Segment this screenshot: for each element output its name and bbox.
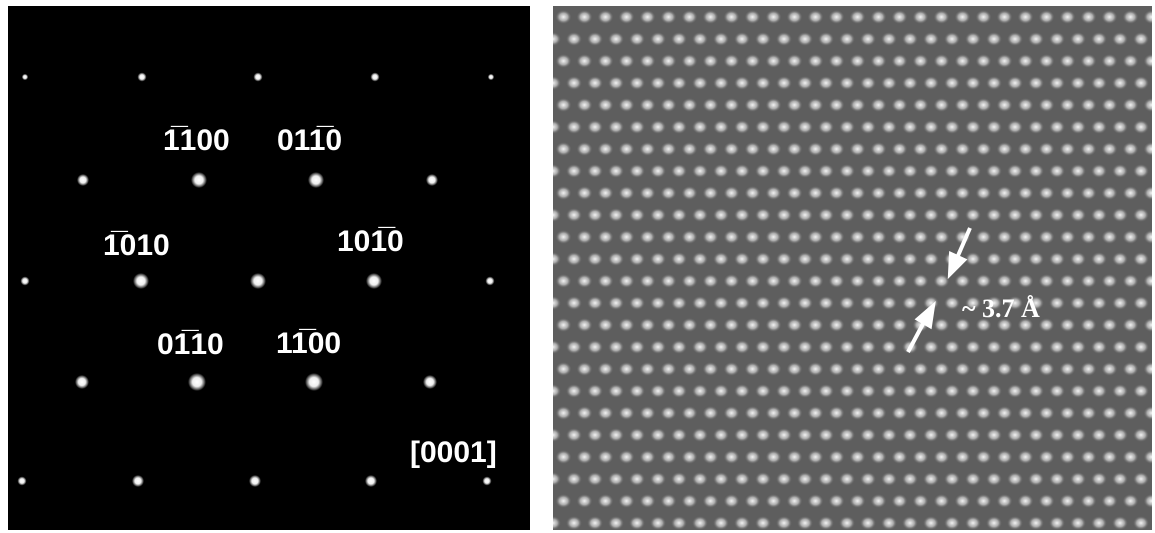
- spot: [366, 273, 382, 289]
- index-label: 1̅010: [103, 229, 170, 262]
- spot: [77, 174, 89, 186]
- spot: [249, 475, 261, 487]
- spot: [132, 475, 144, 487]
- arrow-head: [947, 250, 968, 280]
- spot: [253, 72, 263, 82]
- spot: [20, 276, 30, 286]
- diffraction-pattern: [8, 6, 530, 530]
- arrow-head: [914, 300, 936, 330]
- spacing-label: ~ 3.7 Å: [962, 294, 1040, 323]
- spot: [188, 373, 206, 391]
- spot: [308, 172, 324, 188]
- spot: [485, 276, 495, 286]
- spot: [137, 72, 147, 82]
- spot: [17, 476, 27, 486]
- spot: [75, 375, 89, 389]
- index-label: 11̅00: [276, 327, 342, 360]
- index-label: 01̅10: [157, 328, 224, 361]
- spot: [370, 72, 380, 82]
- index-label: 1̅100: [163, 124, 230, 157]
- hrtem-image: [553, 6, 1152, 530]
- spot: [133, 273, 149, 289]
- arrow: [955, 227, 972, 259]
- spot: [426, 174, 438, 186]
- spot: [487, 73, 495, 81]
- spacing-arrows: [906, 227, 972, 353]
- spot: [250, 273, 266, 289]
- index-label: 011̅0: [277, 124, 343, 157]
- zone-axis-label: [0001]: [410, 436, 497, 469]
- spot: [423, 375, 437, 389]
- spot: [191, 172, 207, 188]
- spot: [482, 476, 492, 486]
- diffraction-spots: [17, 72, 495, 487]
- spot: [365, 475, 377, 487]
- spot: [305, 373, 323, 391]
- spot: [21, 73, 29, 81]
- index-label: 101̅0: [337, 225, 404, 258]
- arrow: [906, 321, 926, 353]
